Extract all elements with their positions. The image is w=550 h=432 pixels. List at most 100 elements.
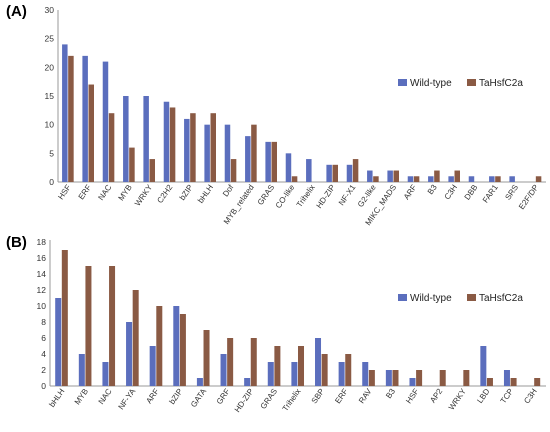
bar-tahsfc2a-gras [271, 141, 277, 182]
x-tick-label-b3: B3 [426, 183, 439, 197]
bar-wild-type-g2-like [367, 170, 373, 182]
y-tick-label: 5 [49, 148, 54, 158]
bar-wild-type-nf-x1 [346, 164, 353, 182]
y-tick-label: 2 [41, 365, 46, 375]
bar-wild-type-myb [78, 354, 85, 386]
panel-b-label: (B) [6, 234, 27, 251]
bar-wild-type-gras [267, 362, 274, 386]
bar-wild-type-gras [265, 141, 271, 182]
x-tick-label-lbd: LBD [475, 387, 491, 405]
bar-wild-type-bhlh [55, 298, 62, 386]
bar-tahsfc2a-g2-like [373, 176, 379, 182]
x-tick-label-rav: RAV [357, 386, 374, 405]
y-tick-label: 16 [37, 253, 47, 263]
legend-label-wild-type: Wild-type [410, 78, 452, 89]
bar-tahsfc2a-arf [156, 306, 163, 386]
bar-tahsfc2a-c3h [534, 378, 541, 386]
bar-wild-type-trihelix [291, 362, 298, 386]
bar-wild-type-arf [407, 176, 414, 182]
y-tick-label: 4 [41, 349, 46, 359]
x-tick-label-bzip: bZIP [167, 387, 184, 406]
bar-tahsfc2a-nf-ya [132, 290, 139, 386]
panel-a: (A) 0 5 10 15 20 25 30 HSF ERF NAC MYB WRKY C2H2 bZI… [6, 3, 546, 227]
bar-wild-type-dbb [468, 176, 475, 182]
bar-wild-type-c2h2 [163, 101, 170, 182]
bar-tahsfc2a-hd-zip [332, 164, 338, 182]
x-tick-label-bhlh: bHLH [196, 183, 215, 205]
bar-tahsfc2a-hsf [416, 370, 423, 386]
y-tick-label: 0 [41, 381, 46, 391]
x-tick-label-nf-ya: NF-YA [117, 386, 138, 411]
bar-wild-type-grf [220, 354, 227, 386]
x-tick-label-myb: MYB [73, 387, 90, 406]
bar-tahsfc2a-gata [203, 330, 210, 386]
panel-a-y-ticks: 0 5 10 15 20 25 30 [45, 5, 55, 187]
bar-tahsfc2a-nac [109, 266, 116, 386]
y-tick-label: 25 [45, 34, 55, 44]
y-tick-label: 10 [37, 301, 47, 311]
y-tick-label: 12 [37, 285, 47, 295]
y-tick-label: 20 [45, 62, 55, 72]
x-tick-label-hsf: HSF [404, 387, 421, 405]
bar-tahsfc2a-hd-zip [250, 338, 257, 386]
y-tick-label: 14 [37, 269, 47, 279]
bar-wild-type-tcp [503, 370, 510, 386]
y-tick-label: 15 [45, 91, 55, 101]
panel-a-label: (A) [6, 3, 27, 20]
bar-tahsfc2a-nf-x1 [352, 159, 359, 182]
bar-tahsfc2a-erf [345, 354, 352, 386]
bar-tahsfc2a-far1 [495, 176, 501, 182]
bar-wild-type-b3 [428, 176, 434, 182]
bar-tahsfc2a-lbd [486, 378, 493, 386]
bar-tahsfc2a-grf [227, 338, 234, 386]
x-tick-label-co-like: CO-like [274, 183, 297, 210]
bar-wild-type-mikc-mads [387, 170, 393, 182]
y-tick-label: 6 [41, 333, 46, 343]
bar-tahsfc2a-c3h [454, 170, 460, 182]
x-tick-label-arf: ARF [144, 387, 161, 405]
bar-tahsfc2a-arf [413, 176, 420, 182]
panel-b-x-tick-labels: bHLH MYB NAC NF-YA ARF bZIP GATA GRF HD-ZIP GRAS T… [47, 386, 539, 414]
bar-tahsfc2a-e2f-dp [535, 176, 542, 182]
bar-tahsfc2a-bhlh [210, 113, 216, 182]
bar-tahsfc2a-b3 [434, 170, 440, 182]
x-tick-label-bzip: bZIP [178, 183, 195, 202]
panel-a-bars [62, 44, 542, 183]
x-tick-label-c3h: C3H [522, 387, 539, 405]
bar-tahsfc2a-hsf [68, 55, 74, 183]
x-tick-label-hd-zip: HD-ZIP [314, 183, 337, 210]
bar-tahsfc2a-bzip [190, 113, 196, 182]
bar-wild-type-erf [82, 55, 88, 183]
x-tick-label-bhlh: bHLH [47, 387, 66, 409]
bar-tahsfc2a-trihelix [298, 346, 305, 386]
bar-wild-type-lbd [480, 346, 487, 386]
y-tick-label: 0 [49, 177, 54, 187]
bar-tahsfc2a-wrky [149, 159, 155, 182]
bar-tahsfc2a-co-like [291, 176, 298, 182]
x-tick-label-c3h: C3H [443, 183, 460, 201]
legend-swatch-tahsfc2a [467, 79, 476, 86]
y-tick-label: 18 [37, 237, 47, 247]
x-tick-label-far1: FAR1 [481, 183, 500, 205]
bar-wild-type-trihelix [306, 159, 312, 182]
bar-tahsfc2a-erf [88, 84, 94, 182]
x-tick-label-sbp: SBP [310, 387, 327, 405]
x-tick-label-dbb: DBB [463, 183, 480, 202]
bar-wild-type-hd-zip [326, 164, 332, 182]
y-tick-label: 30 [45, 5, 55, 15]
bar-wild-type-gata [196, 378, 203, 386]
x-tick-label-grf: GRF [215, 387, 232, 406]
x-tick-label-hsf: HSF [56, 183, 73, 201]
bar-wild-type-rav [362, 362, 369, 386]
bar-tahsfc2a-myb [129, 147, 135, 182]
bar-wild-type-nac [102, 362, 109, 386]
x-tick-label-nac: NAC [97, 387, 114, 406]
bar-tahsfc2a-sbp [321, 354, 328, 386]
legend-swatch-wild-type [398, 294, 407, 301]
x-tick-label-tcp: TCP [499, 387, 516, 405]
y-tick-label: 10 [45, 120, 55, 130]
legend-label-wild-type: Wild-type [410, 293, 452, 304]
bar-wild-type-sbp [315, 338, 322, 386]
bar-wild-type-hd-zip [244, 378, 251, 386]
